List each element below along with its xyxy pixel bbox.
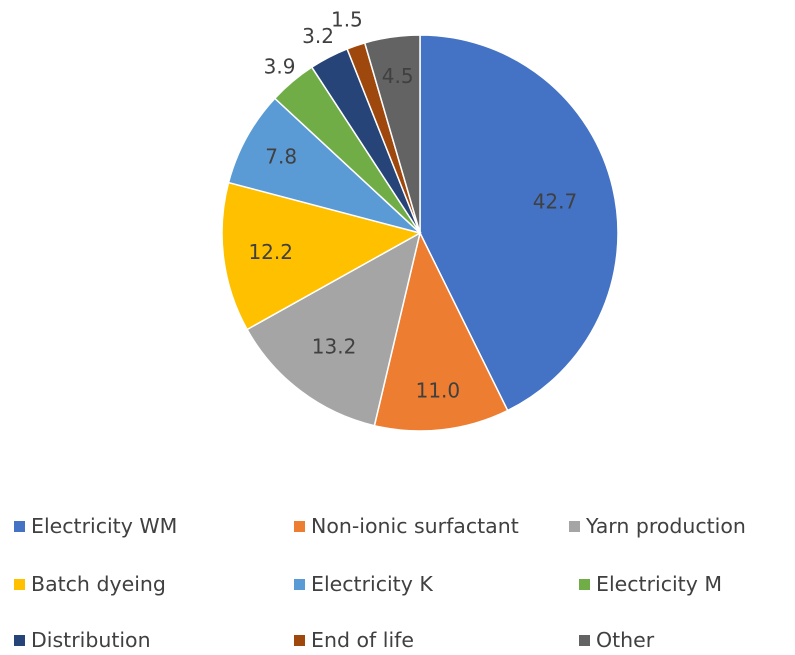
- data-label-non-ionic-surfactant: 11.0: [416, 378, 461, 402]
- legend-item-non-ionic-surfactant: Non-ionic surfactant: [294, 512, 519, 540]
- legend-item-yarn-production: Yarn production: [569, 512, 746, 540]
- pie-slice-yarn-production: [246, 231, 422, 427]
- legend-label: Electricity K: [311, 572, 433, 596]
- data-label-yarn-production: 13.2: [312, 335, 357, 359]
- legend-swatch: [569, 520, 580, 532]
- legend-item-distribution: Distribution: [14, 626, 151, 654]
- legend-item-batch-dyeing: Batch dyeing: [14, 570, 166, 598]
- data-label-distribution: 3.2: [302, 24, 334, 48]
- pie-data-labels: 42.7 11.0 13.2 12.2 7.8 3.93.21.5 4.5: [248, 7, 577, 402]
- pie-slice-other: [363, 34, 421, 234]
- pie-slice-batch-dyeing: [221, 181, 422, 331]
- data-label-other: 4.5: [382, 64, 414, 88]
- legend-swatch: [579, 634, 590, 646]
- legend-item-electricity-wm: Electricity WM: [14, 512, 177, 540]
- legend-item-other: Other: [579, 626, 654, 654]
- pie-slice-electricity-k: [227, 97, 421, 234]
- pie-slice-non-ionic-surfactant: [373, 230, 509, 432]
- legend-label: Yarn production: [586, 514, 746, 538]
- pie-slice-electricity-wm: [419, 34, 619, 412]
- legend-swatch: [14, 520, 25, 532]
- data-label-electricity-m: 3.9: [264, 54, 296, 78]
- legend-label: Batch dyeing: [31, 572, 166, 596]
- legend-swatch: [294, 634, 305, 646]
- legend-swatch: [294, 578, 305, 590]
- data-label-end-of-life: 1.5: [331, 7, 363, 31]
- legend-label: Electricity M: [596, 572, 723, 596]
- legend-label: Other: [596, 628, 655, 652]
- data-label-batch-dyeing: 12.2: [248, 240, 293, 264]
- legend-swatch: [14, 634, 25, 646]
- legend-item-end-of-life: End of life: [294, 626, 414, 654]
- data-label-electricity-k: 7.8: [265, 145, 297, 169]
- legend-label: End of life: [311, 628, 414, 652]
- legend-label: Electricity WM: [31, 514, 178, 538]
- legend-swatch: [579, 578, 590, 590]
- legend-label: Distribution: [31, 628, 151, 652]
- legend-swatch: [294, 520, 305, 532]
- pie-chart: 42.7 11.0 13.2 12.2 7.8 3.93.21.5 4.5: [221, 7, 619, 432]
- legend-label: Non-ionic surfactant: [311, 514, 519, 538]
- legend-item-electricity-m: Electricity M: [579, 570, 722, 598]
- pie-slices: [221, 34, 619, 432]
- legend-swatch: [14, 578, 25, 590]
- data-label-electricity-wm: 42.7: [533, 189, 578, 213]
- legend-item-electricity-k: Electricity K: [294, 570, 433, 598]
